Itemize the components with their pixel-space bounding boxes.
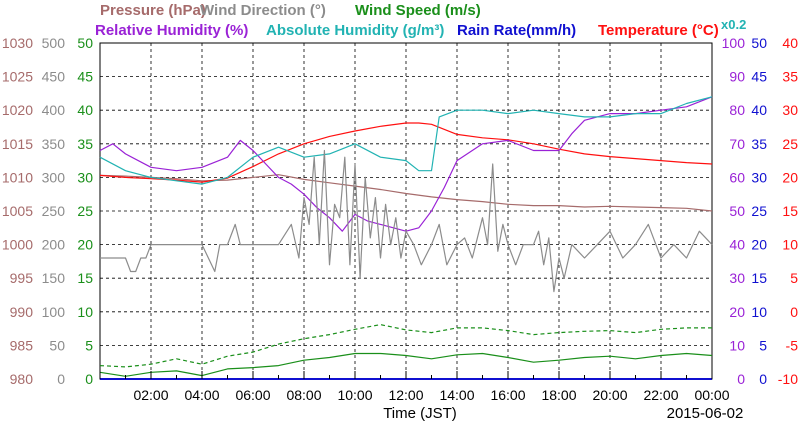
y-tick-label-wind-direction: 50 [49, 337, 65, 353]
legend-item: Wind Direction (°) [200, 2, 326, 19]
y-tick-label-wind-direction: 500 [42, 35, 66, 51]
legend-item: Temperature (°C) [598, 22, 719, 39]
y-tick-label-rain-rate: 45 [751, 69, 767, 85]
y-tick-label-rain-rate: 35 [751, 136, 767, 152]
y-tick-label-wind-direction: 350 [42, 136, 66, 152]
x-tick-label: 12:00 [388, 387, 423, 403]
chart-legend: Pressure (hPa)Wind Direction (°) Wind Spe… [95, 2, 746, 39]
y-tick-label-wind-direction: 0 [57, 371, 65, 387]
y-tick-label-wind-speed: 5 [85, 337, 93, 353]
y-tick-label-wind-speed: 30 [77, 169, 93, 185]
y-tick-label-wind-direction: 200 [42, 237, 66, 253]
y-tick-label-temperature: 15 [782, 203, 798, 219]
y-tick-label-rain-rate: 10 [751, 304, 767, 320]
y-tick-label-relative-humidity: 100 [722, 35, 746, 51]
y-tick-label-relative-humidity: 60 [729, 169, 745, 185]
abs-humidity-scale-note: x0.2 [721, 17, 746, 32]
x-tick-label: 16:00 [490, 387, 525, 403]
legend-item: Rain Rate(mm/h) [457, 22, 576, 39]
series-line-wind-direction [100, 149, 713, 293]
y-tick-label-wind-direction: 100 [42, 304, 66, 320]
y-tick-label-rain-rate: 0 [759, 371, 767, 387]
y-tick-label-wind-speed: 10 [77, 304, 93, 320]
right-axes: 1009080706050403020100504540353025201510… [722, 35, 799, 387]
y-tick-label-temperature: 30 [782, 102, 798, 118]
y-tick-label-wind-direction: 250 [42, 203, 66, 219]
y-tick-label-rain-rate: 50 [751, 35, 767, 51]
legend-item: Absolute Humidity (g/m³) [266, 22, 444, 39]
series-line-pressure-hpa [99, 174, 713, 212]
y-tick-label-wind-speed: 45 [77, 69, 93, 85]
y-tick-label-pressure: 1010 [2, 169, 33, 185]
y-tick-label-wind-speed: 25 [77, 203, 93, 219]
x-tick-label: 06:00 [235, 387, 270, 403]
x-tick-label: 20:00 [592, 387, 627, 403]
x-axis: 02:00 04:00 06:00 08:00 10:00 12:00 14:00 16:00… [99, 371, 730, 403]
y-tick-label-pressure: 990 [10, 304, 34, 320]
y-tick-label-wind-speed: 0 [85, 371, 93, 387]
y-tick-label-wind-speed: 40 [77, 102, 93, 118]
y-tick-label-relative-humidity: 10 [729, 337, 745, 353]
x-tick-label: 04:00 [184, 387, 219, 403]
y-tick-label-temperature: 0 [790, 304, 798, 320]
y-tick-label-wind-speed: 50 [77, 35, 93, 51]
y-tick-label-wind-direction: 150 [42, 270, 66, 286]
y-tick-label-temperature: -5 [786, 337, 799, 353]
series-line-temperature-c [99, 122, 713, 183]
y-tick-label-rain-rate: 15 [751, 270, 767, 286]
y-tick-label-temperature: 5 [790, 270, 798, 286]
series-line-absolute-humidity-g-m [99, 96, 713, 185]
y-tick-label-temperature: -10 [778, 371, 798, 387]
left-axes: 1030102510201015101010051000995990985980… [2, 35, 712, 387]
y-tick-label-rain-rate: 25 [751, 203, 767, 219]
y-tick-label-temperature: 40 [782, 35, 798, 51]
y-tick-label-pressure: 995 [10, 270, 34, 286]
y-tick-label-pressure: 1005 [2, 203, 33, 219]
y-tick-label-wind-direction: 450 [42, 69, 66, 85]
grid-lines [100, 43, 712, 379]
y-tick-label-wind-direction: 300 [42, 169, 66, 185]
x-tick-label: 10:00 [337, 387, 372, 403]
y-tick-label-wind-direction: 400 [42, 102, 66, 118]
legend-item: Wind Speed (m/s) [355, 2, 481, 19]
legend-item: Pressure (hPa) [100, 2, 206, 19]
y-tick-label-pressure: 1025 [2, 69, 33, 85]
y-tick-label-pressure: 1020 [2, 102, 33, 118]
y-tick-label-rain-rate: 20 [751, 237, 767, 253]
y-tick-label-rain-rate: 30 [751, 169, 767, 185]
x-tick-label: 18:00 [541, 387, 576, 403]
y-tick-label-pressure: 985 [10, 337, 34, 353]
y-tick-label-temperature: 35 [782, 69, 798, 85]
y-tick-label-pressure: 980 [10, 371, 34, 387]
y-tick-label-rain-rate: 5 [759, 337, 767, 353]
series-line-relative-humidity [99, 96, 713, 232]
y-tick-label-wind-speed: 20 [77, 237, 93, 253]
y-tick-label-rain-rate: 40 [751, 102, 767, 118]
y-tick-label-relative-humidity: 90 [729, 69, 745, 85]
y-tick-label-temperature: 20 [782, 169, 798, 185]
y-tick-label-pressure: 1030 [2, 35, 33, 51]
date-label: 2015-06-02 [667, 405, 744, 422]
y-tick-label-temperature: 25 [782, 136, 798, 152]
y-tick-label-temperature: 10 [782, 237, 798, 253]
y-tick-label-relative-humidity: 20 [729, 304, 745, 320]
y-tick-label-relative-humidity: 50 [729, 203, 745, 219]
y-tick-label-relative-humidity: 40 [729, 237, 745, 253]
x-tick-label: 22:00 [643, 387, 678, 403]
y-tick-label-relative-humidity: 0 [737, 371, 745, 387]
x-tick-label: 00:00 [694, 387, 729, 403]
x-tick-label: 08:00 [286, 387, 321, 403]
x-tick-label: 02:00 [133, 387, 168, 403]
x-tick-label: 14:00 [439, 387, 474, 403]
y-tick-label-relative-humidity: 70 [729, 136, 745, 152]
y-tick-label-pressure: 1000 [2, 237, 33, 253]
legend-item: Relative Humidity (%) [95, 22, 248, 39]
y-tick-label-wind-speed: 15 [77, 270, 93, 286]
y-tick-label-relative-humidity: 80 [729, 102, 745, 118]
y-tick-label-relative-humidity: 30 [729, 270, 745, 286]
y-tick-label-wind-speed: 35 [77, 136, 93, 152]
y-tick-label-pressure: 1015 [2, 136, 33, 152]
x-axis-label: Time (JST) [383, 405, 457, 422]
